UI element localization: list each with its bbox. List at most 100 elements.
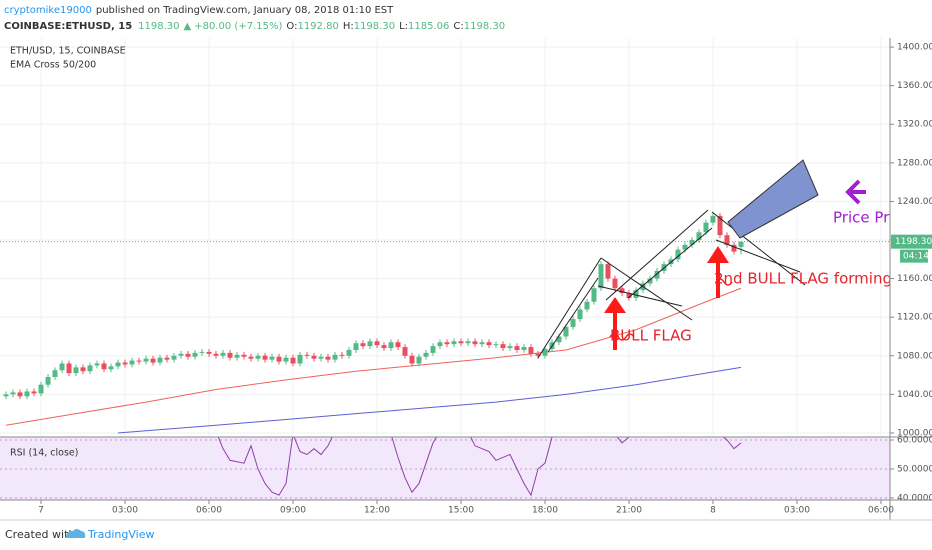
- x-tick-label: 8: [710, 506, 716, 516]
- x-tick-label: 03:00: [784, 506, 810, 516]
- candle-body: [101, 363, 107, 370]
- annotation: BULL FLAG: [610, 327, 692, 345]
- candle-body: [682, 244, 688, 250]
- candle-body: [577, 309, 583, 320]
- grid: [0, 38, 890, 500]
- y-tick-label: 1120.00: [897, 313, 932, 323]
- candle-body: [633, 290, 639, 298]
- candle-body: [360, 343, 366, 347]
- candle-body: [738, 241, 744, 247]
- candle-body: [626, 293, 632, 298]
- candle-body: [136, 360, 142, 362]
- candle-body: [157, 357, 163, 363]
- candle-body: [521, 347, 527, 350]
- candle-body: [234, 354, 240, 358]
- header-line: cryptomike19000 published on TradingView.…: [4, 5, 394, 16]
- candle-body: [654, 270, 660, 279]
- chart-title: ETH/USD, 15, COINBASE: [10, 46, 126, 57]
- candle-body: [276, 356, 282, 362]
- trend-line: [600, 257, 693, 321]
- candle-body: [514, 346, 520, 350]
- candle-body: [395, 342, 401, 348]
- candle-body: [388, 342, 394, 349]
- symbol-line: COINBASE:ETHUSD, 15 1198.30 ▲ +80.00 (+7.15…: [4, 21, 505, 32]
- candle-body: [150, 358, 156, 363]
- ohlc-value: 1198.30: [464, 21, 505, 32]
- candle-body: [479, 342, 485, 345]
- candle-body: [409, 355, 415, 364]
- trend-line: [715, 239, 801, 273]
- candle-body: [87, 365, 93, 372]
- candle-body: [164, 357, 170, 360]
- arrow-head: [604, 297, 626, 313]
- candle-body: [710, 215, 716, 223]
- y-tick-label: 1160.00: [897, 274, 932, 284]
- annotation: Price Pr: [833, 209, 890, 227]
- candle-body: [535, 353, 541, 356]
- x-tick-label: 7: [38, 506, 44, 516]
- candle-body: [465, 341, 471, 344]
- y-tick-label: 1000.00: [897, 428, 932, 438]
- candle-body: [255, 355, 261, 359]
- indicator: EMA Cross 50/200: [10, 60, 96, 71]
- arrow-head: [707, 246, 729, 263]
- y-tick-label: 1240.00: [897, 197, 932, 207]
- candle-body: [10, 392, 16, 395]
- candle-body: [3, 394, 9, 397]
- candle-body: [689, 240, 695, 245]
- candle-body: [423, 352, 429, 357]
- candle-body: [612, 278, 618, 289]
- ohlc-value: 1198.30: [354, 21, 395, 32]
- candle-body: [472, 341, 478, 345]
- projection-box: [727, 159, 819, 239]
- candle-body: [500, 344, 506, 349]
- candle-body: [458, 341, 464, 344]
- candle-body: [717, 215, 723, 236]
- trend-line: [547, 277, 599, 353]
- scribble: [609, 333, 635, 341]
- rsi-title: RSI (14, close): [10, 448, 78, 459]
- candle-body: [143, 358, 149, 362]
- axes: 7 03:00 06:00 09:00 12:00 15:00 18:00 21:00 8 03:…: [0, 38, 932, 521]
- countdown: 04:14: [903, 252, 929, 262]
- candle-body: [52, 370, 58, 377]
- arrow: ▲: [184, 21, 192, 32]
- x-tick-label: 09:00: [280, 506, 306, 516]
- candle-body: [59, 363, 65, 371]
- x-tick-label: 06:00: [868, 506, 894, 516]
- rsi-panel: [0, 437, 890, 499]
- countdown-box: [900, 249, 928, 263]
- candle-body: [430, 346, 436, 353]
- candle-body: [647, 278, 653, 284]
- candle-body: [115, 362, 121, 367]
- price-axis-bg: [890, 38, 932, 520]
- change: +80.00 (+7.15%): [194, 21, 282, 32]
- trend-line: [711, 211, 806, 286]
- ohlc-label: H:: [343, 21, 354, 32]
- scribble: [715, 278, 733, 286]
- candle-body: [129, 360, 135, 365]
- y-tick-label: 60.0000: [897, 435, 932, 445]
- candle-body: [339, 354, 345, 356]
- annotation: 2nd BULL FLAG forming: [714, 270, 892, 288]
- candle-body: [374, 341, 380, 346]
- candle-body: [248, 356, 254, 359]
- y-tick-label: 1320.00: [897, 120, 932, 130]
- y-tick-label: 50.0000: [897, 464, 932, 474]
- y-tick-label: 1280.00: [897, 158, 932, 168]
- x-tick-label: 15:00: [448, 506, 474, 516]
- candle-body: [31, 391, 37, 394]
- ohlc-label: O:: [286, 21, 297, 32]
- candle-body: [80, 367, 86, 372]
- brand: TradingView: [87, 528, 154, 541]
- candle-body: [556, 336, 562, 343]
- y-tick-label: 1080.00: [897, 351, 932, 361]
- candle-body: [94, 363, 100, 366]
- last-price-box: [891, 234, 932, 249]
- candle-body: [619, 288, 625, 294]
- candle-body: [24, 391, 30, 397]
- candle-body: [493, 344, 499, 346]
- y-tick-label: 1400.00: [897, 43, 932, 53]
- candle-body: [311, 355, 317, 359]
